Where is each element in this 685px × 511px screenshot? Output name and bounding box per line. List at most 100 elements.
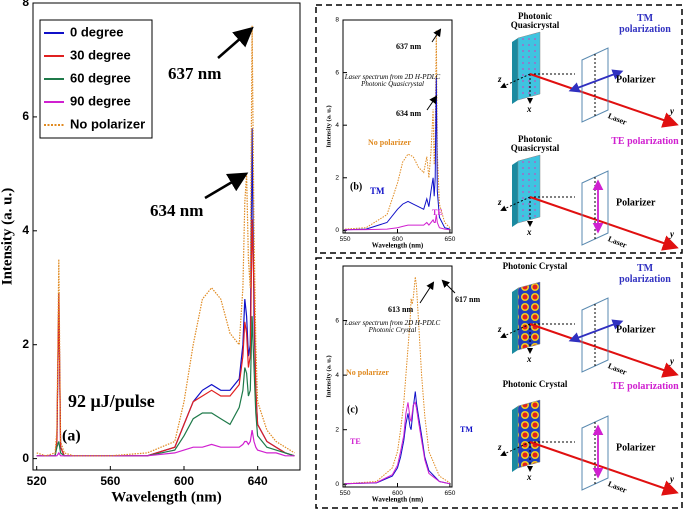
- y-tick-label: 4: [22, 223, 29, 237]
- series-label: TM: [460, 425, 473, 434]
- wrapped-text: Laser spectrum from 2D H-PDLC Photonic Q…: [344, 74, 441, 89]
- polarizer: [581, 415, 609, 491]
- wrapped-text: Photonic Quasicrystal: [510, 12, 560, 31]
- panel-frame: [315, 4, 683, 254]
- series-line: [36, 219, 295, 457]
- axis-z: [500, 73, 531, 89]
- series-label: TE: [432, 208, 443, 217]
- laser-label: Laser: [607, 111, 629, 127]
- text-box: TE polarization: [611, 382, 679, 392]
- legend-label: 90 degree: [70, 93, 131, 108]
- arrow: [419, 281, 435, 304]
- y-tick-label: 6: [22, 109, 29, 123]
- axis-label: x: [526, 227, 532, 237]
- text-box: TM polarization: [619, 264, 671, 285]
- series-line: [345, 77, 451, 231]
- series-line: [345, 30, 451, 230]
- polarizer: [581, 47, 609, 123]
- polarizer-label: Polarizer: [616, 74, 656, 85]
- text-box: Photonic Quasicrystal: [510, 135, 560, 154]
- polarizer: [581, 170, 609, 246]
- y-axis-label: Intensity (a. u.): [0, 188, 15, 286]
- x-tick-label: 550: [340, 490, 351, 497]
- polarizer-label: Polarizer: [616, 442, 656, 453]
- x-tick-label: 650: [444, 490, 455, 497]
- wrapped-text: TE polarization: [611, 137, 679, 147]
- y-tick-label: 0: [335, 481, 339, 488]
- annotation: 637 nm: [396, 42, 421, 51]
- y-axis-label: Intensity (a. u.): [325, 105, 332, 147]
- text-box: Photonic Crystal: [502, 380, 568, 389]
- arrow: [204, 172, 249, 200]
- text-box: Photonic Crystal: [502, 262, 568, 271]
- arrow: [431, 28, 442, 43]
- polarization-arrow: [568, 319, 624, 343]
- annotation: 634 nm: [150, 201, 203, 220]
- series-line: [36, 316, 295, 457]
- arrow: [441, 279, 456, 294]
- wrapped-text: TE polarization: [611, 382, 679, 392]
- annotation: 617 nm: [455, 295, 480, 304]
- wrapped-text: Photonic Quasicrystal: [510, 135, 560, 154]
- sample-slab: [517, 154, 541, 224]
- arrow: [217, 26, 254, 59]
- wrapped-text: Photonic Crystal: [502, 380, 568, 389]
- laser-beam: [529, 73, 679, 128]
- series-line: [345, 276, 451, 485]
- y-tick-label: 0: [335, 227, 339, 234]
- y-tick-label: 2: [22, 337, 29, 351]
- axis-label: x: [526, 472, 532, 482]
- x-tick-label: 640: [248, 474, 268, 488]
- annotation: (c): [347, 404, 358, 415]
- setup-diagram: Photonic Crystal TM polarization Polarizer…: [497, 262, 679, 378]
- polarization-arrow: [568, 69, 624, 93]
- annotation: 634 nm: [396, 109, 421, 118]
- axis-label: x: [526, 104, 532, 114]
- series-line: [345, 401, 451, 485]
- y-tick-label: 8: [335, 17, 339, 24]
- axis-label: y: [669, 106, 675, 116]
- axis-label: z: [497, 442, 502, 452]
- laser-beam: [529, 323, 679, 378]
- series-line: [36, 25, 295, 457]
- wrapped-text: TM polarization: [619, 14, 671, 35]
- legend-label: 30 degree: [70, 47, 131, 62]
- laser-label: Laser: [607, 479, 629, 495]
- y-tick-label: 6: [335, 317, 339, 324]
- y-tick-label: 4: [335, 372, 339, 379]
- x-tick-label: 520: [27, 474, 47, 488]
- panel-frame: [315, 257, 683, 509]
- setup-diagram: Photonic Quasicrystal TE polarization Pola…: [497, 135, 679, 251]
- annotation: (a): [62, 428, 81, 445]
- laser-label: Laser: [607, 234, 629, 250]
- series-label: TM: [370, 186, 385, 196]
- series-label: No polarizer: [368, 138, 411, 147]
- series-label: TE: [350, 437, 361, 446]
- x-tick-label: 600: [392, 490, 403, 497]
- x-tick-label: 560: [100, 474, 120, 488]
- wrapped-text: TM polarization: [619, 264, 671, 285]
- y-tick-label: 2: [335, 174, 339, 181]
- axis-label: z: [497, 74, 502, 84]
- setup-diagram: Photonic Quasicrystal TM polarization Pola…: [497, 12, 679, 128]
- sample-slab: [517, 281, 541, 351]
- axis-label: x: [526, 354, 532, 364]
- series-line: [345, 214, 450, 231]
- y-tick-label: 8: [22, 0, 29, 9]
- x-axis-label: Wavelength (nm): [111, 489, 221, 505]
- x-axis-label: Wavelength (nm): [372, 496, 424, 504]
- laser-label: Laser: [607, 361, 629, 377]
- y-tick-label: 0: [22, 451, 29, 465]
- wrapped-text: Photonic Crystal: [502, 262, 568, 271]
- sample-side: [512, 406, 518, 472]
- setup-diagram: Photonic Crystal TE polarization Polarizer…: [497, 380, 679, 496]
- axis-z: [500, 196, 531, 212]
- text-box: TM polarization: [619, 14, 671, 35]
- y-tick-label: 6: [335, 69, 339, 76]
- x-tick-label: 600: [392, 236, 403, 243]
- axis-label: z: [497, 324, 502, 334]
- axis-z: [500, 441, 531, 457]
- x-tick-label: 650: [444, 236, 455, 243]
- sample-slab: [517, 31, 541, 101]
